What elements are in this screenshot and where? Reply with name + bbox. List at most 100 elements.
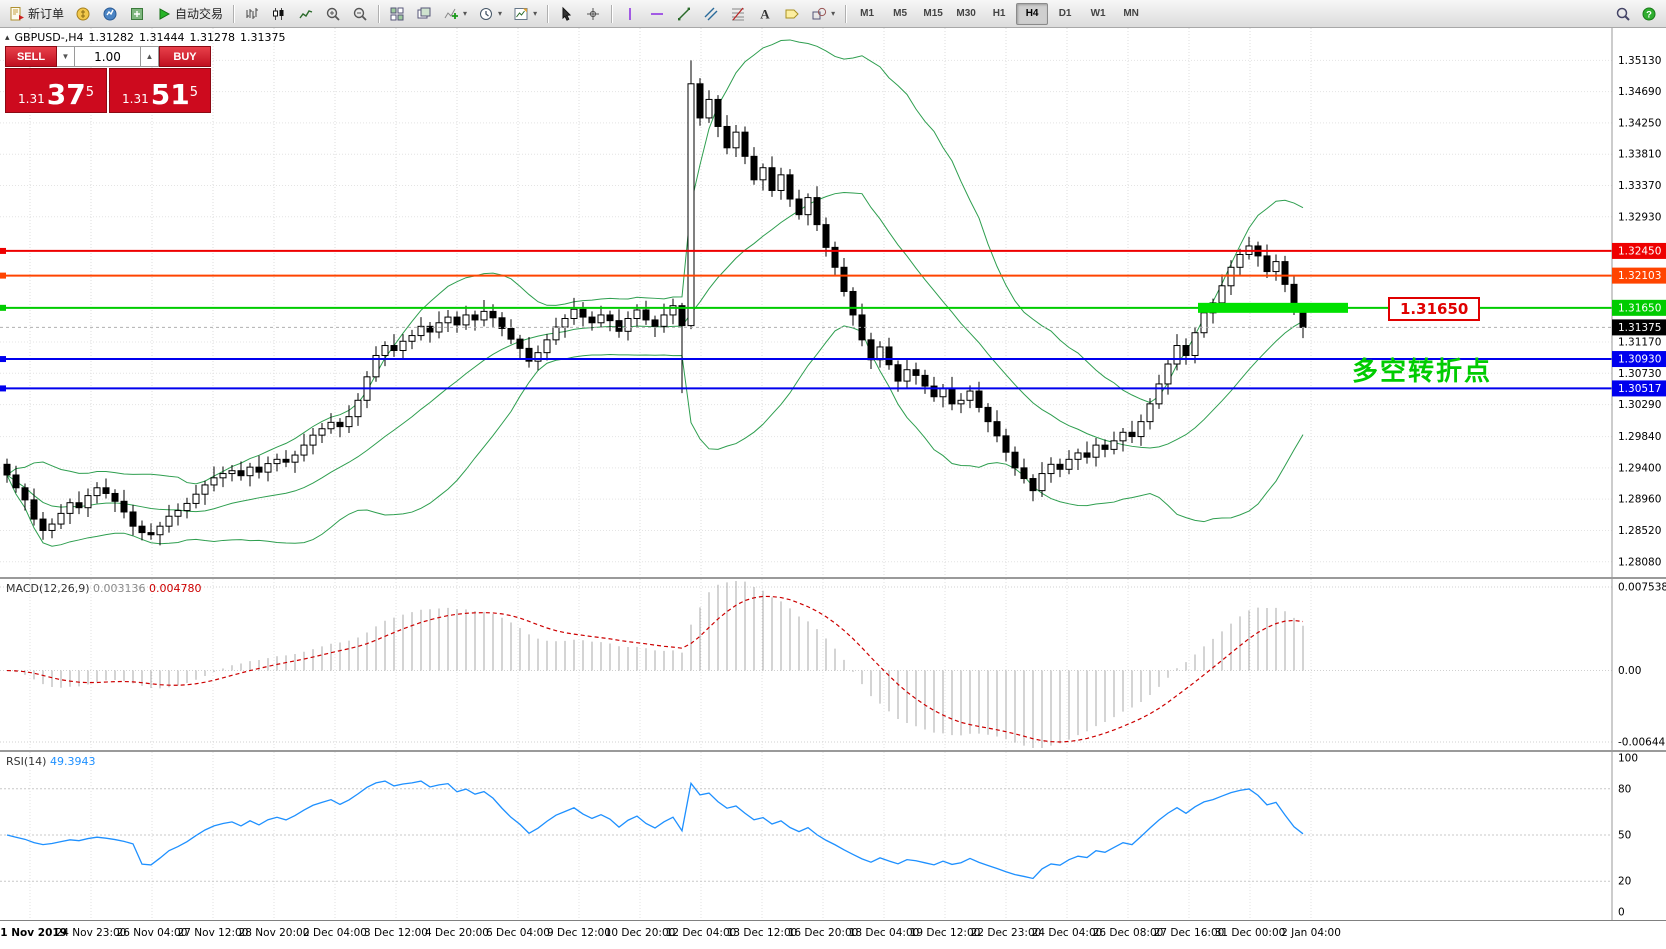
candle	[705, 90, 713, 123]
buy-price-display[interactable]: 1.31 51 5	[109, 68, 211, 113]
horizontal-line-button[interactable]	[644, 2, 670, 26]
time-tick-label: 13 Dec 12:00	[726, 927, 798, 939]
timeframe-button-h1[interactable]: H1	[992, 8, 1006, 19]
candlestick-chart-canvas[interactable]: 1.35130 1.34690 1.34250 1.33810 1.33370 1.329…	[0, 28, 1666, 577]
volume-increase-button[interactable]: ▲	[141, 46, 159, 67]
candle	[750, 147, 758, 185]
channel-button[interactable]	[698, 2, 724, 26]
arrange-windows-button[interactable]	[411, 2, 437, 26]
candle	[102, 478, 110, 499]
price-badge	[1612, 319, 1666, 336]
candle	[84, 488, 92, 517]
autotrading-button[interactable]: 自动交易	[151, 2, 228, 26]
time-tick-label: 6 Dec 04:00	[486, 927, 550, 939]
candle	[1065, 450, 1073, 475]
tile-windows-button[interactable]	[384, 2, 410, 26]
zoom-out-button[interactable]	[347, 2, 373, 26]
volume-input[interactable]	[75, 46, 141, 67]
periods-button[interactable]: ▾	[473, 2, 507, 26]
help-button[interactable]: ?	[1636, 2, 1662, 26]
bars-icon	[244, 6, 260, 22]
timeframe-button-h4[interactable]: H4	[1016, 2, 1049, 25]
sell-price-display[interactable]: 1.31 37 5	[5, 68, 107, 113]
timeframe-button-w1[interactable]: W1	[1090, 8, 1106, 19]
price-tick-label: 1.34250	[1618, 117, 1661, 129]
rsi-pane[interactable]: RSI(14) 49.3943 100 80 50 20 0	[0, 750, 1666, 920]
macd-main-value: 0.003136	[93, 582, 146, 595]
candle	[615, 309, 623, 338]
price-tick-label: 1.29840	[1618, 431, 1661, 443]
timeframe-button-d1[interactable]: D1	[1058, 8, 1072, 19]
candle	[903, 358, 911, 388]
zoom-out-icon	[352, 6, 368, 22]
new-order-button[interactable]: 新订单	[4, 2, 69, 26]
candle	[39, 511, 47, 540]
shapes-button[interactable]: ▾	[806, 2, 840, 26]
time-axis[interactable]: 21 Nov 2019 24 Nov 23:00 26 Nov 04:00 27 No…	[0, 920, 1666, 949]
label-button[interactable]	[779, 2, 805, 26]
time-tick-label: 21 Nov 2019	[0, 927, 67, 939]
time-tick-label: 26 Dec 08:00	[1092, 927, 1164, 939]
price-badge-label: 1.30930	[1618, 354, 1661, 366]
one-click-trading-panel: SELL ▼ ▲ BUY 1.31 37 5 1.31 51 5	[5, 46, 211, 113]
candle	[426, 322, 434, 343]
new-order-button-label: 新订单	[28, 7, 65, 21]
crosshair-button[interactable]	[580, 2, 606, 26]
candlestick-chart-button[interactable]	[266, 2, 292, 26]
buy-button[interactable]: BUY	[159, 46, 211, 67]
sell-button[interactable]: SELL	[5, 46, 57, 67]
turning-point-annotation[interactable]: 多空转折点	[1352, 355, 1493, 386]
timeframe-button-mn[interactable]: MN	[1123, 8, 1139, 19]
linechart-icon	[298, 6, 314, 22]
highlight-rectangle[interactable]	[1198, 302, 1348, 313]
templates-icon	[513, 6, 529, 22]
rsi-line	[6, 780, 1304, 880]
time-tick-label: 31 Dec 00:00	[1214, 927, 1286, 939]
price-badge-label: 1.31375	[1618, 322, 1661, 334]
text-button[interactable]: A	[752, 2, 778, 26]
fibonacci-button[interactable]	[725, 2, 751, 26]
zoom-in-button[interactable]	[320, 2, 346, 26]
candle	[435, 311, 443, 339]
candle	[723, 115, 731, 155]
candle	[1272, 254, 1280, 281]
cursor-button[interactable]	[553, 2, 579, 26]
cursor-icon	[558, 6, 574, 22]
candle	[786, 169, 794, 207]
candle	[129, 504, 137, 536]
candle	[534, 345, 542, 371]
navigator-button[interactable]	[124, 2, 150, 26]
candle	[66, 498, 74, 525]
bar-chart-button[interactable]	[239, 2, 265, 26]
candle	[417, 317, 425, 341]
timeframe-button-m5[interactable]: M5	[893, 8, 908, 19]
volume-decrease-button[interactable]: ▼	[57, 46, 75, 67]
price-badge	[1612, 242, 1666, 259]
market-watch-button[interactable]	[97, 2, 123, 26]
toolbar-separator	[611, 4, 613, 23]
trendline-button[interactable]	[671, 2, 697, 26]
main-chart-pane[interactable]: ▴ GBPUSD-,H4 1.31282 1.31444 1.31278 1.3…	[0, 28, 1666, 577]
candle	[642, 300, 650, 325]
templates-button[interactable]: ▾	[508, 2, 542, 26]
price-axis[interactable]: 1.35130 1.34690 1.34250 1.33810 1.33370 1.329…	[1611, 28, 1666, 577]
level-line-anchor	[0, 304, 6, 311]
price-badge	[1612, 299, 1666, 316]
price-callout-label[interactable]: 1.31650	[1388, 296, 1481, 321]
sell-price-sup: 5	[85, 85, 94, 100]
search-button[interactable]	[1610, 2, 1636, 26]
timeframe-button-m15[interactable]: M15	[923, 8, 943, 19]
timeframe-button-m1[interactable]: M1	[860, 8, 875, 19]
timeframe-button-m30[interactable]: M30	[956, 8, 976, 19]
candle	[606, 310, 614, 332]
macd-pane[interactable]: MACD(12,26,9) 0.003136 0.004780 0.007538…	[0, 577, 1666, 750]
candle	[264, 456, 272, 482]
candle	[579, 302, 587, 327]
svg-text:A: A	[760, 6, 770, 21]
line-chart-button[interactable]	[293, 2, 319, 26]
one-click-collapse-icon[interactable]: ▴	[5, 32, 10, 43]
vertical-line-button[interactable]	[617, 2, 643, 26]
candle	[237, 461, 245, 481]
symbols-button[interactable]	[70, 2, 96, 26]
indicators-button[interactable]: ▾	[438, 2, 472, 26]
